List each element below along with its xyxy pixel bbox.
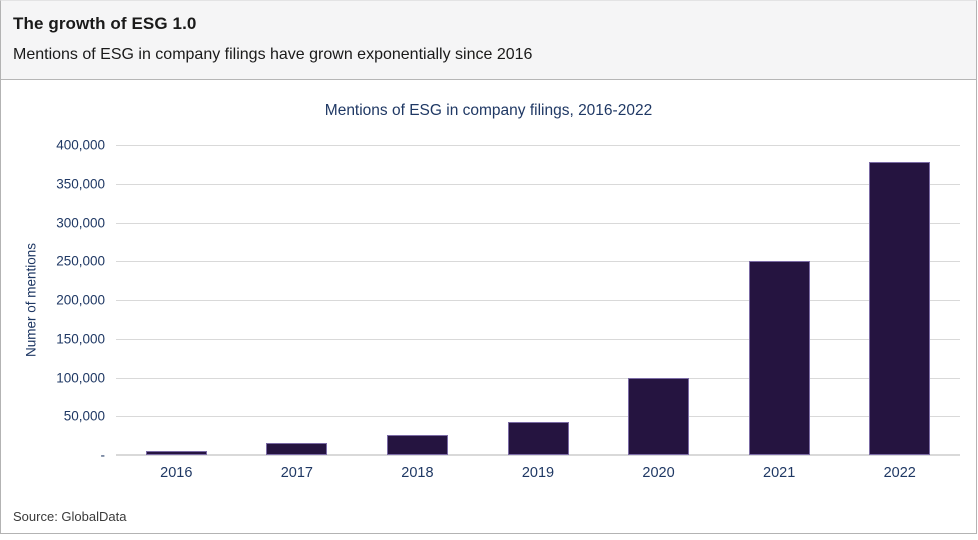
gridline [116, 416, 960, 418]
y-tick-label: - [100, 447, 106, 463]
bar-2020 [628, 377, 690, 455]
y-tick-label: 200,000 [56, 292, 105, 308]
report-header: The growth of ESG 1.0 Mentions of ESG in… [1, 1, 976, 80]
gridline [116, 338, 960, 340]
bar-2018 [386, 434, 448, 455]
bar-2021 [748, 261, 810, 455]
report-subtitle: Mentions of ESG in company filings have … [13, 46, 533, 63]
bar-chart-plot-area [116, 145, 960, 456]
chart-title: Mentions of ESG in company filings, 2016… [324, 102, 653, 119]
bar-2016 [145, 451, 207, 455]
y-tick-label: 400,000 [56, 137, 105, 153]
bar-2019 [507, 422, 569, 455]
x-tick-label-2019: 2019 [521, 465, 555, 481]
x-tick-label-2021: 2021 [763, 465, 796, 481]
gridline [116, 377, 960, 379]
gridline [116, 300, 960, 301]
bar-2022 [869, 162, 931, 455]
y-tick-label: 100,000 [56, 370, 105, 385]
gridline [116, 145, 960, 146]
report-title: The growth of ESG 1.0 [13, 14, 197, 33]
y-tick-label: 50,000 [63, 408, 105, 424]
gridline [116, 183, 960, 185]
x-axis-line [116, 454, 960, 456]
x-tick-label-2018: 2018 [401, 465, 434, 481]
x-tick-label-2016: 2016 [160, 465, 193, 481]
x-tick-label-2022: 2022 [883, 465, 916, 481]
y-tick-label: 350,000 [56, 176, 105, 192]
gridline [116, 261, 960, 263]
y-tick-label: 150,000 [56, 331, 105, 347]
source-note: Source: GlobalData [13, 509, 127, 524]
y-tick-label: 250,000 [56, 253, 105, 269]
bar-2017 [266, 443, 328, 455]
y-tick-label: 300,000 [56, 215, 105, 230]
x-tick-label-2017: 2017 [280, 465, 313, 481]
x-tick-label-2020: 2020 [642, 465, 675, 481]
gridline [116, 222, 960, 224]
